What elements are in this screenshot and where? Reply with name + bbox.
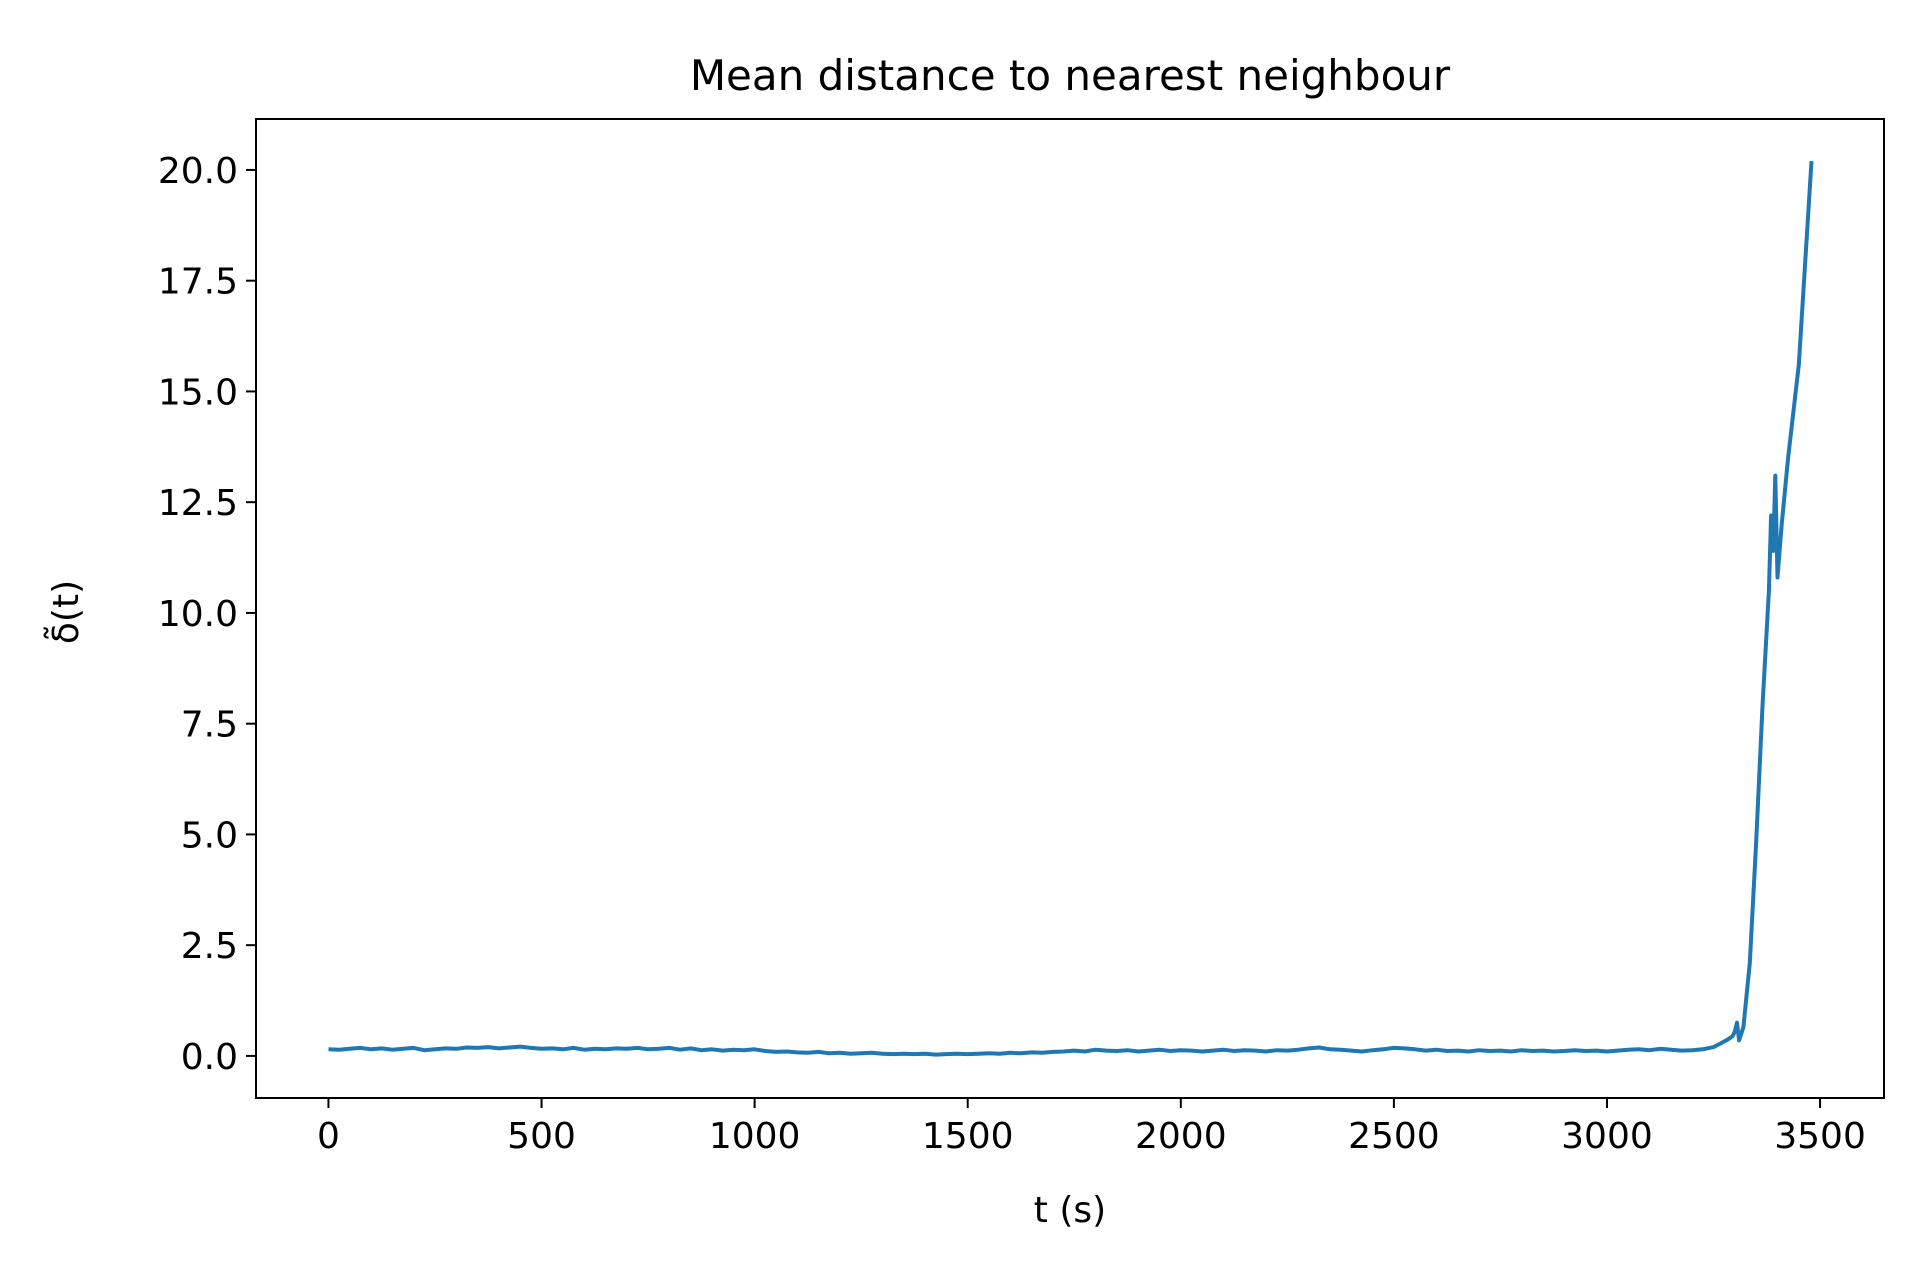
x-tick-label: 2500: [1348, 1116, 1440, 1157]
x-tick-label: 3000: [1561, 1116, 1653, 1157]
y-tick-label: 5.0: [181, 815, 238, 856]
y-tick-label: 12.5: [158, 483, 238, 524]
y-axis: 0.0 2.5 5.0 7.5 10.0 12.5 15.0 17.5 20.0: [158, 151, 256, 1078]
y-tick-label: 10.0: [158, 594, 238, 635]
y-tick-label: 17.5: [158, 262, 238, 303]
x-axis-label: t (s): [1034, 1190, 1106, 1231]
y-tick-label: 2.5: [181, 926, 238, 967]
y-tick-label: 15.0: [158, 372, 238, 413]
x-axis: 0 500 1000 1500 2000 2500 3000 3500: [317, 1098, 1866, 1157]
y-axis-label: δ̃(t): [43, 580, 87, 644]
series-line-0: [328, 160, 1814, 1057]
plot-area: [328, 160, 1814, 1057]
x-tick-label: 1500: [922, 1116, 1014, 1157]
y-tick-label: 7.5: [181, 705, 238, 746]
plot-frame: [255, 118, 1885, 1099]
x-tick-label: 500: [507, 1116, 576, 1157]
x-tick-label: 1000: [709, 1116, 801, 1157]
chart-title: Mean distance to nearest neighbour: [690, 51, 1451, 100]
y-tick-label: 20.0: [158, 151, 238, 192]
y-tick-label: 0.0: [181, 1037, 238, 1078]
x-tick-label: 2000: [1135, 1116, 1227, 1157]
x-tick-label: 0: [317, 1116, 340, 1157]
x-tick-label: 3500: [1774, 1116, 1866, 1157]
